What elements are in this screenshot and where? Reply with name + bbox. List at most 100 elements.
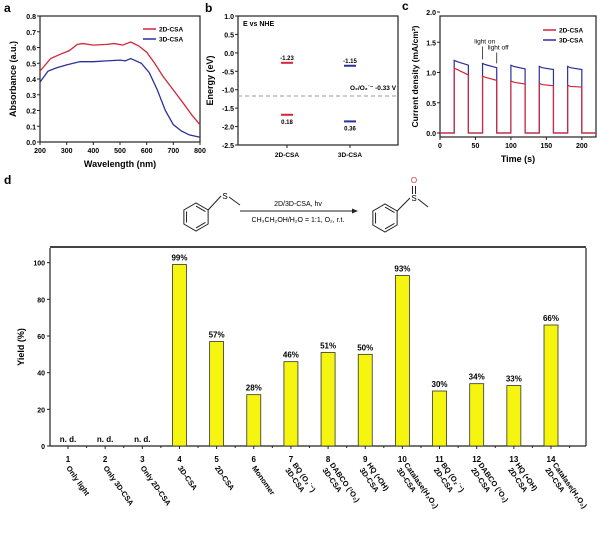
c-xtick-label: 150 [541, 143, 553, 150]
d-bar [543, 324, 559, 447]
b-ytick-label: 1.0 [224, 14, 234, 21]
d-category-number: 8 [326, 455, 331, 464]
reactant-double-bond [195, 205, 206, 212]
a-series-line [39, 41, 201, 126]
c-xtick-label: 50 [472, 143, 480, 150]
b-cb-label: -1.15 [343, 59, 357, 65]
a-xtick-label: 200 [34, 148, 46, 155]
a-series-line [39, 57, 201, 138]
b-ytick-label: 0.5 [224, 32, 234, 39]
d-data-label: 46% [283, 351, 299, 360]
d-data-label: 34% [469, 373, 485, 382]
b-ytick-label: 0.0 [224, 51, 234, 58]
d-category-number: 10 [398, 455, 407, 464]
d-bar [506, 385, 522, 447]
d-category-label: Monomer [250, 464, 277, 497]
a-xtick-label: 500 [114, 148, 126, 155]
a-ytick-label: 0.0 [26, 140, 36, 147]
d-data-label: 50% [357, 343, 373, 352]
b-xtick-label: 2D-CSA [275, 152, 300, 159]
d-data-label: n. d. [134, 435, 150, 444]
d-data-label: n. d. [60, 435, 76, 444]
d-category-number: 7 [289, 455, 294, 464]
a-legend-label: 2D-CSA [159, 27, 184, 34]
c-annotation-light-on: light on [474, 38, 495, 45]
product-double-bond [384, 206, 395, 213]
reactant-methyl-bond [228, 196, 241, 206]
c-xtick-label: 200 [576, 143, 588, 150]
c-ytick-label: 2.0 [426, 10, 436, 17]
d-data-label: 99% [171, 254, 187, 263]
b-ytick-label: -2.5 [222, 143, 234, 150]
b-ylabel: Energy (eV) [205, 55, 215, 105]
b-ytick-label: -1.0 [222, 88, 234, 95]
d-category-number: 1 [66, 455, 71, 464]
panel-label-b: b [205, 1, 212, 15]
d-ytick-label: 80 [37, 297, 45, 304]
product-sulfur-atom: S [411, 194, 416, 203]
d-category-label: 3D-CSA [176, 464, 200, 493]
reaction-conditions-bottom: CH₃CH₂OH/H₂O = 1:1, O₂, r.t. [252, 217, 345, 224]
d-data-label: 57% [209, 331, 225, 340]
b-vb-label: 0.36 [344, 126, 356, 132]
panel-label-d: d [4, 173, 11, 187]
b-ytick-label: -2.0 [222, 125, 234, 132]
d-category-label: Only 3D-CSA [102, 464, 136, 508]
d-data-label: 66% [543, 314, 559, 323]
a-xtick-label: 600 [141, 148, 153, 155]
c-ytick-label: 0.0 [426, 131, 436, 138]
a-xtick-label: 700 [167, 148, 179, 155]
c-ytick-label: 0.5 [426, 101, 436, 108]
a-legend-label: 3D-CSA [159, 37, 184, 44]
a-xlabel: Wavelength (nm) [84, 159, 156, 169]
d-ytick-label: 60 [37, 334, 45, 341]
c-xlabel: Time (s) [501, 154, 535, 164]
reactant-bond [207, 195, 222, 211]
d-category-number: 11 [435, 455, 444, 464]
d-bar [283, 361, 299, 447]
d-category-number: 2 [103, 455, 108, 464]
product-methyl-bond [417, 198, 429, 208]
d-bar [432, 390, 447, 447]
a-xtick-label: 800 [194, 148, 206, 155]
d-category-number: 3 [140, 455, 145, 464]
b-ytick-label: -1.5 [222, 106, 234, 113]
a-ytick-label: 0.3 [26, 93, 36, 100]
a-xtick-label: 300 [61, 148, 73, 155]
a-ytick-label: 0.5 [26, 61, 36, 68]
b-vb-label: 0.18 [281, 120, 293, 126]
c-annotation-light-off: light off [488, 45, 509, 52]
d-category-number: 5 [214, 455, 219, 464]
d-data-label: 30% [432, 380, 448, 389]
d-data-label: 93% [394, 265, 410, 274]
d-bar [246, 394, 262, 447]
d-data-label: n. d. [97, 435, 113, 444]
reaction-conditions-top: 2D/3D-CSA, hv [274, 201, 322, 208]
d-ytick-label: 0 [41, 444, 45, 451]
c-legend-label: 3D-CSA [559, 38, 584, 45]
d-category-number: 12 [472, 455, 481, 464]
c-plot-frame [439, 15, 597, 138]
c-ytick-label: 1.0 [426, 71, 436, 78]
a-ytick-label: 0.2 [26, 109, 36, 116]
d-category-number: 9 [363, 455, 368, 464]
d-ytick-label: 40 [37, 371, 45, 378]
c-series-line [440, 59, 596, 134]
product-oxygen-atom: O [411, 176, 417, 185]
c-series-line [440, 67, 596, 134]
product-benzene-ring [372, 203, 398, 233]
b-reference-label: O₂/O₂˙⁻ -0.33 V [350, 84, 397, 92]
d-category-number: 4 [177, 455, 182, 464]
d-bar [209, 341, 225, 447]
a-plot-frame [39, 15, 201, 143]
c-legend-label: 2D-CSA [559, 28, 584, 35]
d-data-label: 51% [320, 342, 336, 351]
d-category-number: 6 [252, 455, 257, 464]
panel-label-c: c [402, 0, 409, 13]
c-ylabel: Current density (mA/cm²) [410, 25, 420, 127]
product-double-bond [384, 223, 395, 230]
d-category-label: Only light [64, 464, 91, 498]
reactant-sulfur-atom: S [222, 192, 227, 201]
a-ytick-label: 0.4 [26, 77, 36, 84]
